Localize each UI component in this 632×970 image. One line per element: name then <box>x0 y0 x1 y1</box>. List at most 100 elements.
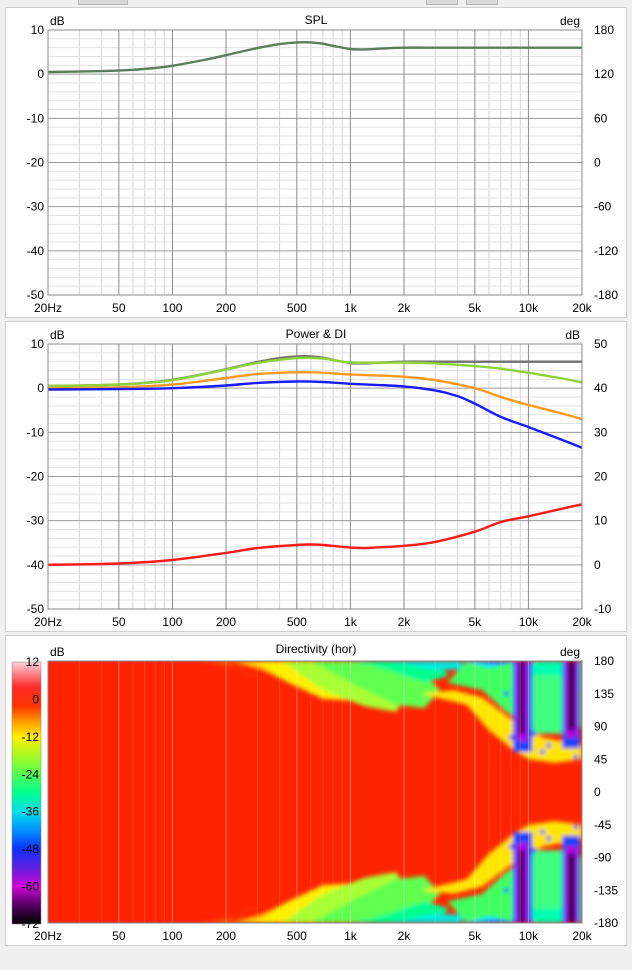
heat-speckle <box>503 887 509 893</box>
y-unit-left: dB <box>50 328 65 342</box>
scale-tick-label: -48 <box>22 842 40 856</box>
heat-null-column <box>519 850 525 923</box>
directivity-panel: Directivity (hor) dB deg 12 0 -12 -24 -36 -48… <box>5 635 627 946</box>
power-di-panel: Power & DI dB dB 10 0 -10 -20 -30 -40 -50 50 40… <box>5 321 627 632</box>
scale-tick-label: -60 <box>22 880 40 894</box>
y2-tick-label: 60 <box>594 111 608 125</box>
y-axis-left: 10 0 -10 -20 -30 -40 -50 <box>27 337 45 616</box>
y-tick-label: -30 <box>27 200 45 214</box>
x-axis: 20Hz 50 100 200 500 1k 2k 5k 10k 20k <box>34 301 593 315</box>
x-tick-label: 2k <box>398 615 412 629</box>
x-tick-label: 20Hz <box>34 615 62 629</box>
heat-region <box>474 920 521 923</box>
y-tick-label: 10 <box>31 337 45 351</box>
y2-tick-label: -60 <box>594 200 612 214</box>
y-tick-label: -20 <box>27 470 45 484</box>
power-di-chart: Power & DI dB dB 100-10-20-30-40-50 5040… <box>27 327 612 629</box>
heatmap-base <box>48 661 582 923</box>
y2-tick-label: 30 <box>594 425 608 439</box>
y-axis-right: 180 120 60 0 -60 -120 -180 <box>594 23 618 302</box>
heat-speckle <box>508 734 514 740</box>
y2-tick-label: 40 <box>594 381 608 395</box>
y2-tick-label: 180 <box>594 23 614 37</box>
x-tick-label: 100 <box>162 301 182 315</box>
scale-tick-label: -72 <box>22 917 40 931</box>
x-tick-label: 200 <box>216 301 236 315</box>
toolbar-tab[interactable] <box>466 0 498 5</box>
x-tick-label: 500 <box>287 301 307 315</box>
toolbar-tab[interactable] <box>426 0 458 5</box>
series-line <box>47 380 583 449</box>
spl-panel: SPL dB deg 10 0 -10 -20 -30 -40 -50 180 120 60 0-… <box>5 7 627 318</box>
x-tick-label: 1k <box>344 301 358 315</box>
y2-tick-label: -120 <box>594 244 618 258</box>
y2-tick-label: -135 <box>594 883 618 897</box>
grid <box>48 661 582 923</box>
heat-region <box>532 850 563 909</box>
x-tick-label: 20k <box>572 615 592 629</box>
y-axis-left: 10 0 -10 -20 -30 -40 -50 <box>27 23 45 302</box>
x-tick-label: 10k <box>519 301 539 315</box>
series-line <box>47 356 583 388</box>
y-unit-left: dB <box>50 14 65 28</box>
y2-tick-label: 135 <box>594 687 614 701</box>
scale-tick-label: 12 <box>26 655 40 669</box>
scale-tick-label: -36 <box>22 805 40 819</box>
heatmap <box>198 661 582 923</box>
y2-tick-label: -90 <box>594 851 612 865</box>
y2-tick-label: 180 <box>594 654 614 668</box>
y-tick-label: 10 <box>31 23 45 37</box>
plot-frame <box>47 660 583 924</box>
heat-speckle <box>546 742 552 748</box>
toolbar-tab[interactable] <box>78 0 128 5</box>
x-tick-label: 50 <box>112 301 126 315</box>
heat-speckle <box>573 754 579 760</box>
color-scale-bar <box>11 661 42 925</box>
y-unit-right: deg <box>560 14 580 28</box>
heat-region <box>421 690 582 763</box>
y-tick-label: 0 <box>37 381 44 395</box>
grid <box>47 29 583 296</box>
heat-speckle <box>540 829 546 835</box>
x-axis: 20Hz 50 100 200 500 1k 2k 5k 10k 20k <box>34 615 593 629</box>
x-tick-label: 20k <box>572 301 592 315</box>
heat-null-column <box>568 853 575 923</box>
curves <box>47 40 582 74</box>
x-tick-label: 1k <box>344 929 358 943</box>
x-tick-label: 2k <box>398 929 412 943</box>
x-tick-label: 10k <box>519 615 539 629</box>
x-tick-label: 5k <box>468 615 482 629</box>
spl-chart: SPL dB deg 100-10-20-30-40-50 180120600-… <box>27 13 619 315</box>
y2-tick-label: 120 <box>594 67 614 81</box>
heat-speckle <box>531 847 537 853</box>
color-scale-labels: 12 0 -12 -24 -36 -48 -60 -72 <box>22 655 40 931</box>
scale-tick-label: -24 <box>22 767 40 781</box>
y2-tick-label: -45 <box>594 818 612 832</box>
heat-region <box>474 661 521 664</box>
series-line <box>47 40 582 74</box>
heat-speckle <box>503 691 509 697</box>
y-unit-right: dB <box>565 328 580 342</box>
curves <box>47 354 583 566</box>
x-tick-label: 20k <box>572 929 592 943</box>
x-tick-label: 200 <box>216 615 236 629</box>
heat-null-column <box>519 661 525 734</box>
y2-tick-label: 0 <box>594 785 601 799</box>
x-tick-label: 20Hz <box>34 301 62 315</box>
y-unit-left: dB <box>50 645 65 659</box>
chart-title: SPL <box>305 13 328 27</box>
y2-tick-label: 0 <box>594 156 601 170</box>
x-tick-label: 100 <box>162 615 182 629</box>
scale-tick-label: 0 <box>32 692 39 706</box>
y-tick-label: -40 <box>27 244 45 258</box>
y2-tick-label: -180 <box>594 288 618 302</box>
series-line <box>47 503 583 566</box>
y2-tick-label: 50 <box>594 337 608 351</box>
x-tick-label: 200 <box>216 929 236 943</box>
y2-tick-label: 45 <box>594 752 608 766</box>
x-tick-label: 50 <box>112 929 126 943</box>
heat-region <box>421 821 582 894</box>
y-tick-label: -50 <box>27 602 45 616</box>
y-tick-label: -10 <box>27 111 45 125</box>
heat-speckle <box>531 731 537 737</box>
